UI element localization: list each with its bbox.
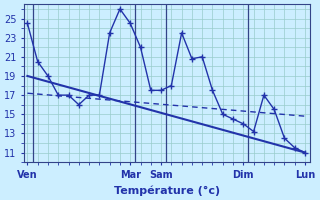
X-axis label: Température (°c): Température (°c) [114,185,220,196]
